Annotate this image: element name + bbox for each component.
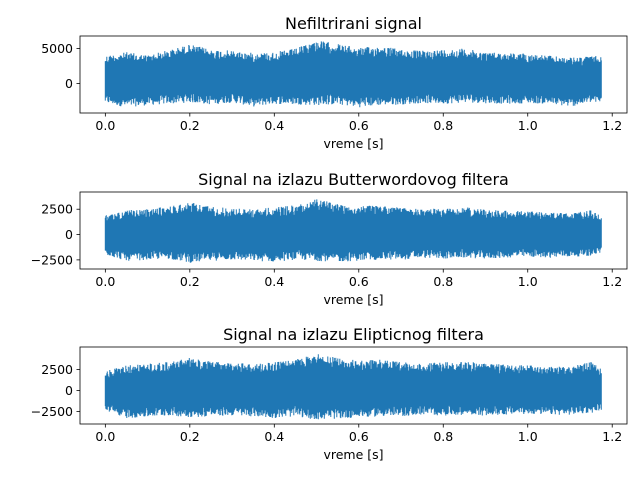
subplot-2: Signal na izlazu Butterwordovog filtera 0…	[31, 170, 628, 307]
subplot-title: Signal na izlazu Elipticnog filtera	[223, 325, 484, 344]
y-tick-label: −2500	[31, 404, 73, 419]
x-tick-label: 1.2	[602, 429, 622, 444]
axes-frame	[79, 346, 628, 425]
axes-frame	[79, 35, 628, 114]
y-tick-label: 0	[65, 227, 73, 242]
y-tick-label: 2500	[41, 362, 73, 377]
x-tick-label: 0.4	[264, 118, 284, 133]
y-tick-label: 0	[65, 76, 73, 91]
x-tick-label: 0.8	[433, 429, 453, 444]
y-tick-label: 0	[65, 383, 73, 398]
signal-series	[104, 199, 602, 263]
x-tick-label: 1.0	[518, 274, 538, 289]
x-axis-label: vreme [s]	[323, 292, 383, 307]
x-tick-label: 0.8	[433, 118, 453, 133]
signal-series	[104, 354, 602, 420]
x-tick-label: 1.2	[602, 118, 622, 133]
axes-frame	[79, 191, 628, 270]
y-tick-label: 2500	[41, 202, 73, 217]
signal-series	[104, 41, 602, 108]
x-tick-label: 1.0	[518, 118, 538, 133]
x-tick-label: 0.0	[95, 274, 115, 289]
x-tick-label: 0.4	[264, 274, 284, 289]
subplot-title: Signal na izlazu Butterwordovog filtera	[198, 170, 509, 189]
x-tick-label: 1.0	[518, 429, 538, 444]
subplot-title: Nefiltrirani signal	[285, 14, 422, 33]
y-tick-label: 5000	[41, 41, 73, 56]
x-tick-label: 0.2	[180, 429, 200, 444]
x-axis-label: vreme [s]	[323, 136, 383, 151]
x-tick-label: 0.4	[264, 429, 284, 444]
subplot-1: Nefiltrirani signal 0.0 0.2 0.4 0.6 0.8 1.0 1.2…	[41, 14, 628, 151]
x-axis-label: vreme [s]	[323, 447, 383, 462]
x-tick-label: 0.6	[349, 118, 369, 133]
x-tick-label: 0.6	[349, 274, 369, 289]
subplot-3: Signal na izlazu Elipticnog filtera 0.0 0.…	[31, 325, 628, 462]
y-tick-label: −2500	[31, 252, 73, 267]
x-tick-label: 1.2	[602, 274, 622, 289]
x-tick-label: 0.6	[349, 429, 369, 444]
x-tick-label: 0.2	[180, 118, 200, 133]
x-tick-label: 0.2	[180, 274, 200, 289]
x-tick-label: 0.0	[95, 118, 115, 133]
x-tick-label: 0.0	[95, 429, 115, 444]
x-tick-label: 0.8	[433, 274, 453, 289]
